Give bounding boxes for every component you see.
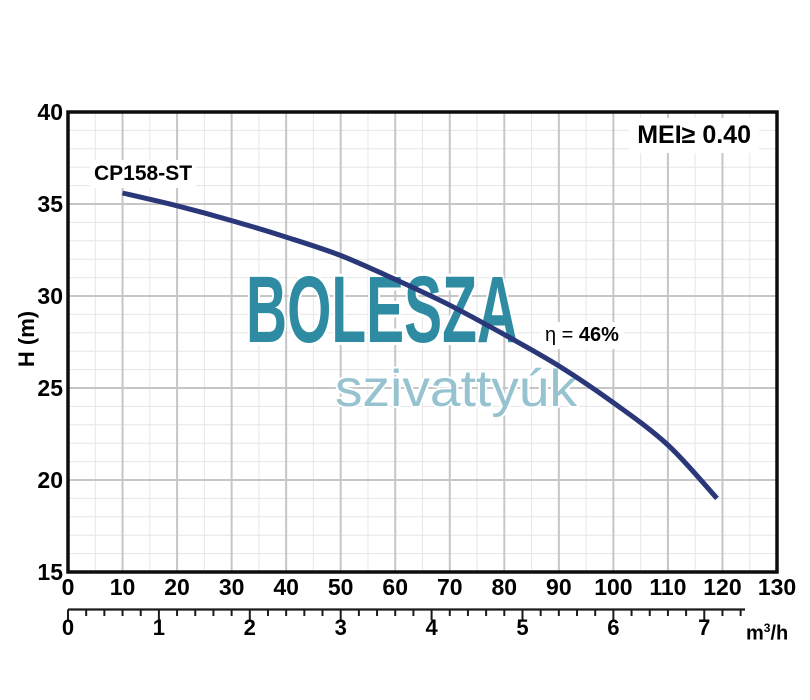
y-tick-label: 15 bbox=[37, 559, 63, 585]
x-lmin-tick-label: 0 bbox=[61, 574, 75, 600]
watermark-primary-text: BOLESZA bbox=[246, 257, 518, 363]
x-m3h-tick-label: 5 bbox=[516, 615, 529, 640]
x-m3h-tick-label: 7 bbox=[698, 615, 711, 640]
flow-unit-label: m3/h bbox=[746, 617, 788, 645]
x-lmin-tick-label: 60 bbox=[382, 574, 409, 600]
efficiency-annotation: η = 46% bbox=[540, 322, 624, 349]
x-lmin-tick-label: 70 bbox=[436, 574, 463, 600]
unit-exponent: 3 bbox=[763, 621, 771, 635]
x-m3h-tick-label: 6 bbox=[607, 615, 620, 640]
y-tick-label: 35 bbox=[37, 191, 63, 217]
efficiency-symbol: η = bbox=[545, 324, 579, 346]
y-tick-label: 20 bbox=[37, 467, 63, 493]
plot-border bbox=[66, 110, 779, 574]
unit-base: m bbox=[746, 622, 764, 645]
x-m3h-tick-label: 0 bbox=[61, 615, 75, 640]
x-lmin-tick-label: 80 bbox=[491, 574, 518, 600]
x-lmin-tick-label: 130 bbox=[757, 574, 797, 600]
unit-suffix: /h bbox=[770, 622, 789, 645]
x-lmin-tick-label: 100 bbox=[594, 574, 633, 600]
x-lmin-tick-label: 120 bbox=[703, 574, 742, 600]
y-axis-title: H (m) bbox=[14, 310, 39, 368]
x-lmin-tick-label: 50 bbox=[327, 574, 354, 600]
x-lmin-tick-label: 110 bbox=[649, 574, 687, 600]
y-tick-label: 40 bbox=[37, 99, 63, 125]
efficiency-value: 46% bbox=[578, 324, 619, 346]
x-m3h-tick-label: 1 bbox=[152, 615, 166, 640]
x-m3h-tick-label: 4 bbox=[425, 615, 438, 640]
y-tick-label: 30 bbox=[37, 283, 63, 309]
mei-rating-label: MEI≥ 0.40 bbox=[629, 118, 759, 153]
x-lmin-tick-label: 90 bbox=[546, 574, 572, 600]
x-lmin-tick-label: 30 bbox=[218, 574, 245, 600]
watermark-secondary-text: szivattyúk bbox=[335, 360, 578, 418]
y-tick-label: 25 bbox=[37, 375, 63, 401]
x-lmin-tick-label: 20 bbox=[164, 574, 190, 600]
x-lmin-tick-label: 40 bbox=[273, 574, 299, 600]
x-m3h-tick-label: 3 bbox=[334, 615, 347, 640]
pump-model-label: CP158-ST bbox=[90, 160, 197, 188]
x-lmin-tick-label: 10 bbox=[109, 574, 136, 600]
pump-curve bbox=[121, 190, 719, 501]
x-m3h-tick-label: 2 bbox=[243, 615, 256, 640]
